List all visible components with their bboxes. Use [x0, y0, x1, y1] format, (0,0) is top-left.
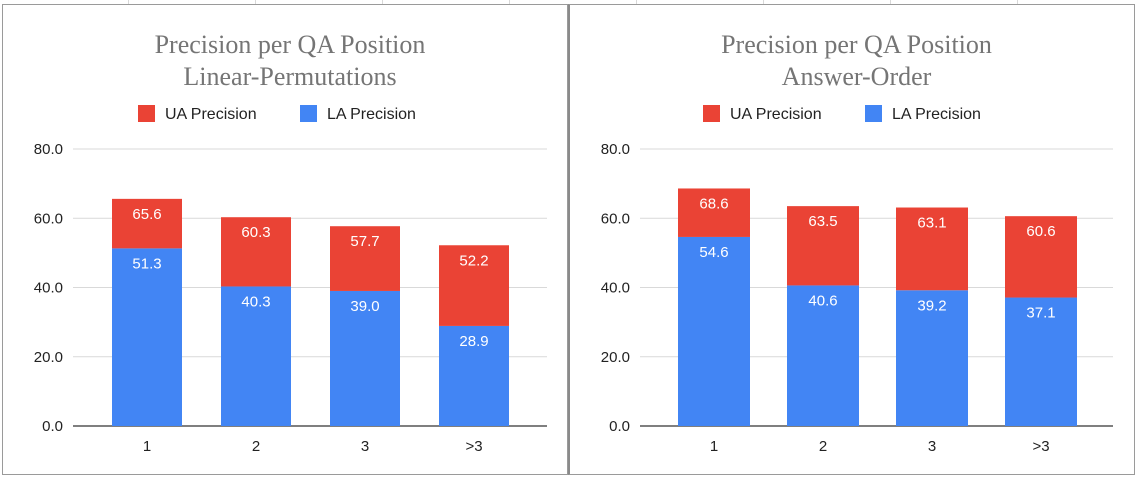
- legend-label-la: LA Precision: [327, 106, 416, 123]
- bar-la-precision: [112, 248, 182, 426]
- bar-ua-precision: [330, 226, 400, 291]
- bar-la-precision: [221, 286, 291, 426]
- bar-ua-precision: [221, 217, 291, 287]
- data-label-la: 51.3: [132, 255, 161, 272]
- data-label-la: 37.1: [1026, 305, 1055, 322]
- data-label-ua: 57.7: [350, 233, 379, 250]
- data-label-la: 40.6: [808, 292, 837, 309]
- bar-ua-precision: [439, 245, 509, 326]
- data-label-ua: 60.6: [1026, 223, 1055, 240]
- bar-la-precision: [330, 290, 400, 426]
- bar-ua-precision: [787, 206, 859, 286]
- data-label-la: 28.9: [459, 333, 488, 350]
- y-tick-label: 0.0: [609, 418, 630, 435]
- legend-swatch-la: [865, 105, 882, 122]
- data-label-la: 54.6: [699, 244, 728, 261]
- data-label-ua: 52.2: [459, 252, 488, 269]
- y-tick-label: 40.0: [601, 280, 630, 297]
- x-category-label: 3: [361, 438, 369, 455]
- y-tick-label: 80.0: [34, 141, 63, 158]
- bar-ua-precision: [678, 188, 750, 237]
- data-label-ua: 65.6: [132, 206, 161, 223]
- chart-title-line-1: Precision per QA Position: [155, 30, 426, 59]
- y-tick-label: 60.0: [34, 210, 63, 227]
- data-label-ua: 68.6: [699, 195, 728, 212]
- legend-swatch-ua: [703, 105, 720, 122]
- chart-panel-answer-order[interactable]: Precision per QA Position Answer-Order UA …: [568, 4, 1135, 475]
- x-category-label: 1: [710, 438, 718, 455]
- chart-title-line-1: Precision per QA Position: [721, 30, 992, 59]
- x-category-label: 2: [252, 438, 260, 455]
- chart-title-line-2: Answer-Order: [782, 62, 932, 91]
- data-label-la: 40.3: [241, 293, 270, 310]
- y-tick-label: 80.0: [601, 141, 630, 158]
- bar-ua-precision: [1005, 216, 1077, 298]
- y-tick-label: 20.0: [601, 349, 630, 366]
- x-category-label: >3: [1032, 438, 1049, 455]
- x-category-label: 1: [143, 438, 151, 455]
- y-tick-label: 0.0: [42, 418, 63, 435]
- legend-swatch-la: [300, 105, 317, 122]
- y-tick-label: 20.0: [34, 349, 63, 366]
- bar-la-precision: [1005, 297, 1077, 426]
- sheet-gridlines: [0, 0, 1138, 4]
- chart-title-line-2: Linear-Permutations: [183, 62, 396, 91]
- y-tick-label: 40.0: [34, 280, 63, 297]
- bar-la-precision: [896, 290, 968, 426]
- x-category-label: >3: [465, 438, 482, 455]
- legend-label-ua: UA Precision: [730, 106, 822, 123]
- chart-panel-linear-permutations[interactable]: Precision per QA Position Linear-Permutat…: [2, 4, 568, 475]
- legend-label-ua: UA Precision: [165, 106, 257, 123]
- bar-ua-precision: [896, 207, 968, 291]
- bar-la-precision: [439, 325, 509, 426]
- bar-la-precision: [787, 285, 859, 426]
- bar-la-precision: [678, 236, 750, 426]
- x-category-label: 2: [819, 438, 827, 455]
- data-label-ua: 63.5: [808, 213, 837, 230]
- y-tick-label: 60.0: [601, 210, 630, 227]
- data-label-la: 39.0: [350, 298, 379, 315]
- data-label-la: 39.2: [917, 297, 946, 314]
- bar-ua-precision: [112, 198, 182, 249]
- legend-label-la: LA Precision: [892, 106, 981, 123]
- data-label-ua: 60.3: [241, 224, 270, 241]
- chart-linear-permutations: Precision per QA Position Linear-Permutat…: [34, 30, 547, 455]
- legend-swatch-ua: [138, 105, 155, 122]
- chart-answer-order: Precision per QA Position Answer-Order UA …: [601, 30, 1113, 455]
- data-label-ua: 63.1: [917, 215, 946, 232]
- x-category-label: 3: [928, 438, 936, 455]
